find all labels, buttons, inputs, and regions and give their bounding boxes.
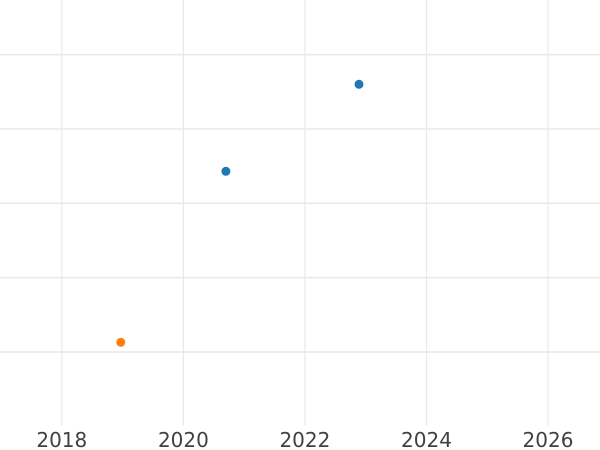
x-tick-label: 2022: [279, 428, 330, 450]
scatter-points: [116, 79, 364, 347]
x-tick-label: 2018: [36, 428, 87, 450]
x-axis-tick-labels: 2018 2020 2022 2024 2026: [36, 428, 573, 450]
x-tick-label: 2026: [523, 428, 574, 450]
vertical-gridlines: [61, 0, 549, 426]
scatter-point-blue-series: [221, 166, 231, 176]
scatter-point-blue-series: [354, 79, 364, 89]
x-tick-label: 2024: [401, 428, 452, 450]
scatter-point-orange-series: [116, 337, 126, 347]
horizontal-gridlines: [0, 53, 600, 353]
x-tick-label: 2020: [158, 428, 209, 450]
